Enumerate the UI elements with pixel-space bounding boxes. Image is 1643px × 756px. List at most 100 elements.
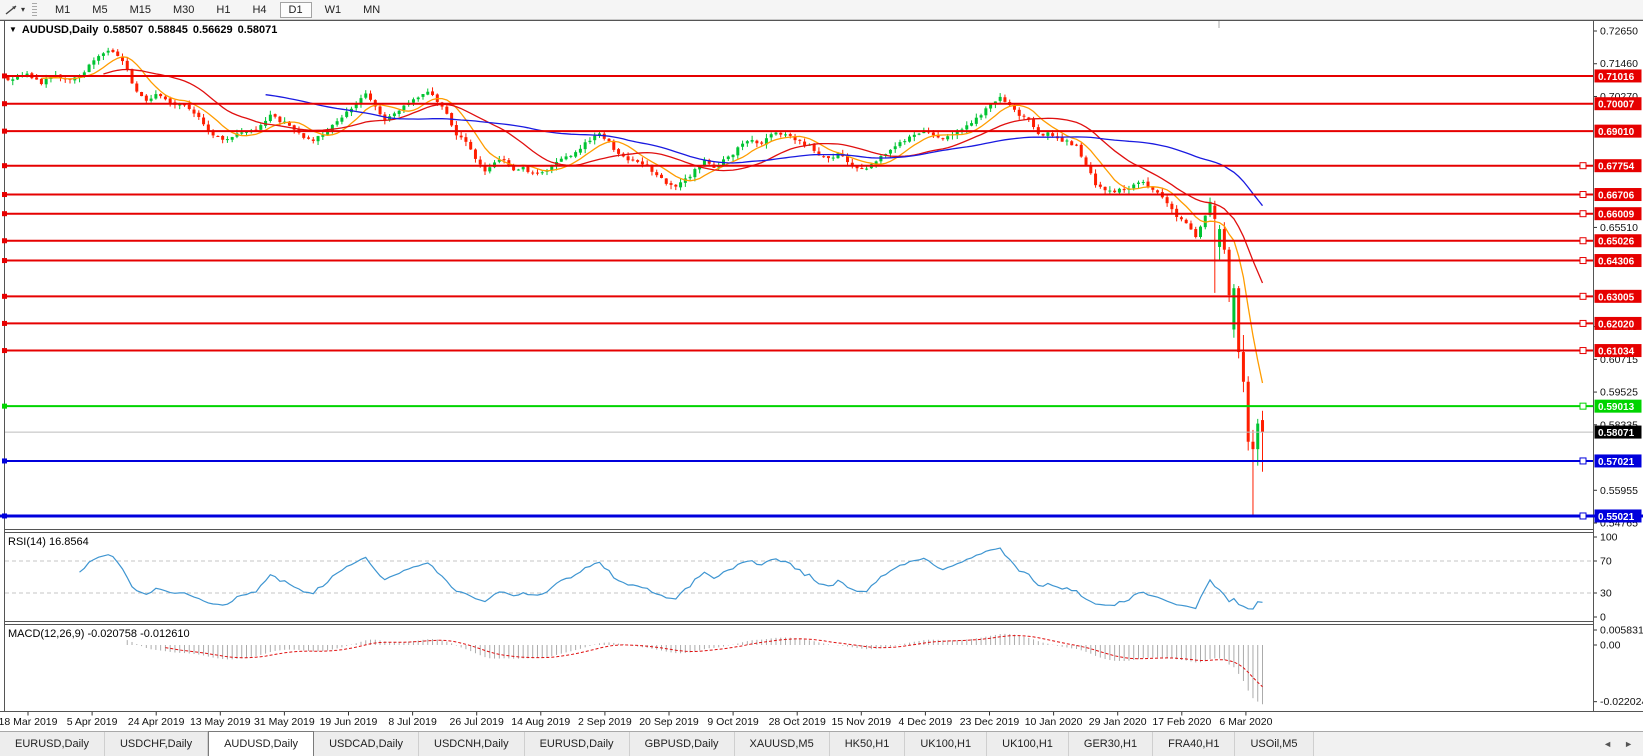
svg-text:0.59525: 0.59525 bbox=[1600, 387, 1638, 399]
svg-text:0.55955: 0.55955 bbox=[1600, 485, 1638, 497]
svg-text:18 Mar 2019: 18 Mar 2019 bbox=[0, 716, 58, 728]
horizontal-level-line[interactable] bbox=[2, 402, 1593, 410]
svg-text:0.67754: 0.67754 bbox=[1598, 162, 1635, 173]
svg-text:23 Dec 2019: 23 Dec 2019 bbox=[960, 716, 1020, 728]
chart-tab-uk100-h1[interactable]: UK100,H1 bbox=[905, 732, 988, 756]
chart-tab-uk100-h1[interactable]: UK100,H1 bbox=[987, 732, 1069, 756]
line-handle[interactable] bbox=[1579, 292, 1587, 300]
svg-text:0.64306: 0.64306 bbox=[1598, 257, 1635, 268]
line-handle[interactable] bbox=[2, 348, 7, 354]
svg-text:31 May 2019: 31 May 2019 bbox=[254, 716, 315, 728]
horizontal-level-line[interactable] bbox=[2, 210, 1593, 218]
dropdown-caret-icon[interactable]: ▾ bbox=[21, 5, 26, 14]
line-handle[interactable] bbox=[2, 163, 7, 169]
line-handle[interactable] bbox=[2, 73, 7, 79]
bar-close-value: 0.58071 bbox=[237, 24, 278, 36]
horizontal-level-line[interactable] bbox=[2, 319, 1593, 327]
tab-scroll-right-button[interactable]: ► bbox=[1624, 739, 1633, 749]
rsi-line bbox=[79, 547, 1263, 610]
chart-tab-gbpusd-daily[interactable]: GBPUSD,Daily bbox=[629, 732, 735, 756]
horizontal-level-line[interactable] bbox=[2, 292, 1593, 300]
svg-text:28 Oct 2019: 28 Oct 2019 bbox=[769, 716, 826, 728]
horizontal-level-line[interactable] bbox=[2, 457, 1593, 465]
line-handle[interactable] bbox=[1579, 191, 1587, 199]
svg-text:29 Jan 2020: 29 Jan 2020 bbox=[1089, 716, 1147, 728]
candles-layer bbox=[6, 47, 1265, 515]
chart-tab-xauusd-m5[interactable]: XAUUSD,M5 bbox=[734, 732, 830, 756]
timeframe-button-mn[interactable]: MN bbox=[363, 3, 381, 16]
line-handle[interactable] bbox=[1579, 319, 1587, 327]
timeframe-button-m5[interactable]: M5 bbox=[92, 3, 108, 16]
chart-title: ▼ AUDUSD,Daily 0.58507 0.58845 0.56629 0.5807… bbox=[9, 24, 277, 36]
line-handle[interactable] bbox=[2, 403, 7, 409]
horizontal-level-line[interactable] bbox=[2, 128, 1593, 134]
line-handle[interactable] bbox=[2, 211, 7, 217]
chart-tab-usdchf-daily[interactable]: USDCHF,Daily bbox=[104, 732, 209, 756]
timeframe-button-m1[interactable]: M1 bbox=[55, 3, 71, 16]
horizontal-level-line[interactable] bbox=[2, 101, 1593, 107]
chart-tab-hk50-h1[interactable]: HK50,H1 bbox=[829, 732, 906, 756]
macd-panel: 0.005831 0.00 -0.022024 bbox=[126, 624, 1643, 708]
chart-tab-eurusd-daily[interactable]: EURUSD,Daily bbox=[0, 732, 105, 756]
chart-menu-triangle[interactable]: ▼ bbox=[9, 25, 17, 34]
svg-text:0.65510: 0.65510 bbox=[1600, 222, 1638, 234]
svg-text:0.55021: 0.55021 bbox=[1598, 512, 1635, 523]
timeframe-button-h4[interactable]: H4 bbox=[252, 3, 267, 16]
horizontal-level-line[interactable] bbox=[2, 257, 1593, 265]
svg-text:10 Jan 2020: 10 Jan 2020 bbox=[1025, 716, 1083, 728]
timeframe-button-d1[interactable]: D1 bbox=[279, 1, 312, 18]
horizontal-level-line[interactable] bbox=[2, 237, 1593, 245]
line-handle[interactable] bbox=[1579, 162, 1587, 170]
chart-tab-eurusd-daily[interactable]: EURUSD,Daily bbox=[524, 732, 630, 756]
horizontal-level-line[interactable] bbox=[2, 162, 1593, 170]
chart-tab-bar: EURUSD,Daily USDCHF,Daily AUDUSD,Daily USDC… bbox=[0, 731, 1643, 756]
line-handle[interactable] bbox=[2, 192, 7, 198]
tab-scroll-left-button[interactable]: ◄ bbox=[1603, 739, 1613, 749]
line-handle[interactable] bbox=[1579, 347, 1587, 355]
top-toolbar: ▾ M1 M5 M15 M30 H1 H4 D1 W1 MN bbox=[0, 0, 1643, 20]
chart-tab-usdcad-daily[interactable]: USDCAD,Daily bbox=[314, 732, 420, 756]
svg-text:-0.022024: -0.022024 bbox=[1600, 696, 1643, 708]
timeframe-button-m15[interactable]: M15 bbox=[129, 3, 151, 16]
line-handle[interactable] bbox=[2, 238, 7, 244]
svg-text:100: 100 bbox=[1600, 532, 1618, 544]
svg-text:0.71460: 0.71460 bbox=[1600, 58, 1638, 70]
horizontal-level-line[interactable] bbox=[2, 73, 1593, 79]
chart-tab-ger30-h1[interactable]: GER30,H1 bbox=[1068, 732, 1154, 756]
line-handle[interactable] bbox=[2, 258, 7, 264]
pointer-tool-icon[interactable] bbox=[4, 3, 20, 16]
svg-text:0.005831: 0.005831 bbox=[1600, 624, 1643, 636]
line-handle[interactable] bbox=[2, 458, 7, 464]
line-handle[interactable] bbox=[1579, 210, 1587, 218]
macd-signal-line bbox=[165, 635, 1263, 688]
horizontal-level-line[interactable] bbox=[0, 512, 1643, 520]
line-handle[interactable] bbox=[2, 101, 7, 107]
timeframe-button-m30[interactable]: M30 bbox=[172, 3, 195, 16]
rsi-label: RSI(14) 16.8564 bbox=[8, 536, 89, 548]
svg-text:70: 70 bbox=[1600, 556, 1612, 568]
horizontal-level-line[interactable] bbox=[2, 191, 1593, 199]
line-handle[interactable] bbox=[2, 128, 7, 134]
svg-text:0.63005: 0.63005 bbox=[1598, 292, 1635, 303]
tab-scroll-arrows: ◄ ► bbox=[1593, 732, 1643, 756]
chart-tab-usoil-m5[interactable]: USOil,M5 bbox=[1235, 732, 1314, 756]
timeframe-buttons: M1 M5 M15 M30 H1 H4 D1 W1 MN bbox=[44, 1, 391, 18]
bar-high-value: 0.58845 bbox=[148, 24, 188, 36]
chart-tab-fra40-h1[interactable]: FRA40,H1 bbox=[1153, 732, 1236, 756]
line-handle[interactable] bbox=[2, 513, 7, 519]
line-handle[interactable] bbox=[1579, 457, 1587, 465]
svg-text:4 Dec 2019: 4 Dec 2019 bbox=[899, 716, 953, 728]
line-handle[interactable] bbox=[2, 293, 7, 299]
chart-tab-usdcnh-daily[interactable]: USDCNH,Daily bbox=[419, 732, 525, 756]
line-handle[interactable] bbox=[1579, 237, 1587, 245]
chart-tab-audusd-daily[interactable]: AUDUSD,Daily bbox=[208, 731, 315, 756]
svg-text:24 Apr 2019: 24 Apr 2019 bbox=[128, 716, 185, 728]
timeframe-button-w1[interactable]: W1 bbox=[324, 3, 342, 16]
line-handle[interactable] bbox=[1579, 257, 1587, 265]
svg-text:0.58071: 0.58071 bbox=[1598, 428, 1635, 439]
horizontal-level-line[interactable] bbox=[2, 347, 1593, 355]
timeframe-button-h1[interactable]: H1 bbox=[216, 3, 231, 16]
line-handle[interactable] bbox=[1579, 402, 1587, 410]
line-handle[interactable] bbox=[1579, 512, 1587, 520]
line-handle[interactable] bbox=[2, 320, 7, 326]
